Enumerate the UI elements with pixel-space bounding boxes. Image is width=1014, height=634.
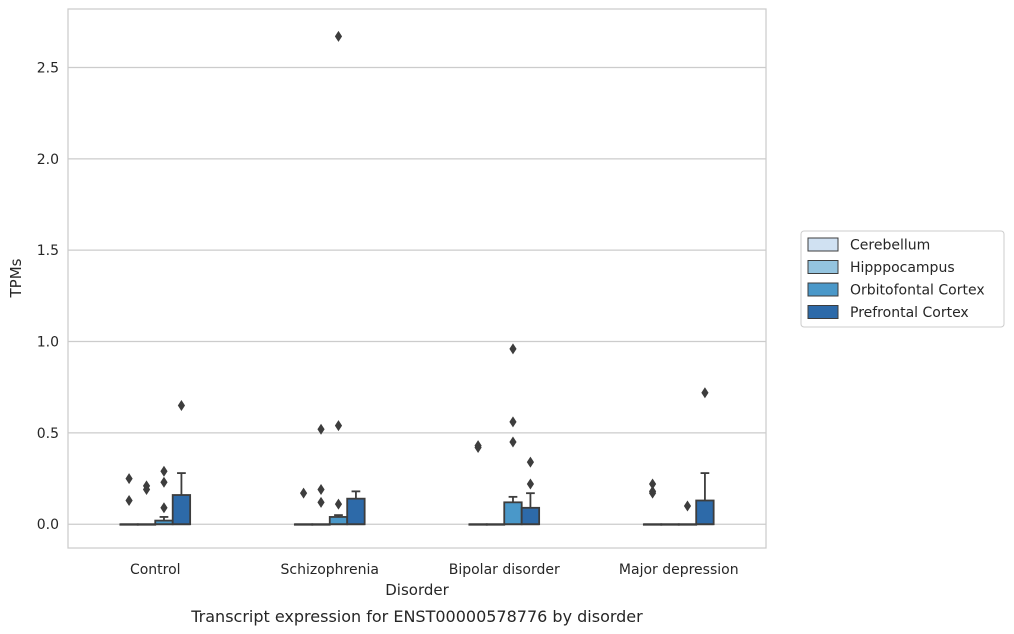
y-tick-label: 0.5	[37, 426, 59, 442]
legend-label: Cerebellum	[850, 238, 930, 254]
outlier-point	[125, 473, 133, 485]
outlier-point	[509, 343, 517, 355]
outlier-point	[334, 30, 343, 42]
legend-swatch	[807, 305, 839, 319]
outlier-point	[160, 502, 168, 514]
y-axis-title: TPMs	[7, 258, 25, 298]
legend-swatch	[807, 260, 839, 274]
box-group	[346, 490, 366, 526]
grid-lines	[68, 66, 766, 525]
box	[171, 494, 192, 526]
legend: Cerebellum Hipppocampus Orbitofontal Corte…	[800, 230, 1005, 328]
box-group	[695, 387, 715, 526]
legend-swatch	[807, 282, 839, 297]
outlier-point	[317, 484, 325, 496]
x-tick-label: Bipolar disorder	[449, 562, 560, 578]
outlier-point	[648, 485, 657, 497]
outlier-point	[299, 487, 308, 499]
y-tick-label: 2.0	[37, 152, 59, 168]
outlier-point	[683, 500, 692, 512]
outlier-point	[160, 465, 168, 477]
legend-swatch	[807, 237, 839, 252]
box-group	[660, 523, 680, 526]
outlier-point	[142, 484, 151, 496]
box-group	[293, 487, 314, 526]
legend-label: Hipppocampus	[850, 260, 955, 276]
outlier-point	[317, 496, 325, 508]
box-group	[171, 399, 192, 526]
box-group	[642, 478, 663, 526]
box	[520, 506, 541, 526]
x-axis-title: Disorder	[385, 581, 449, 599]
plot-frame	[67, 8, 767, 549]
legend-frame	[800, 230, 1005, 328]
chart-caption: Transcript expression for ENST0000057877…	[190, 607, 643, 626]
box-group	[311, 423, 331, 526]
outlier-point	[334, 498, 343, 510]
legend-label: Orbitofontal Cortex	[850, 283, 985, 299]
y-tick-label: 1.0	[37, 335, 59, 351]
y-tick-label: 1.5	[37, 243, 59, 259]
x-tick-label: Major depression	[619, 562, 739, 578]
box-group	[154, 465, 174, 526]
outlier-point	[160, 476, 168, 488]
outlier-point	[334, 420, 343, 432]
box-group	[520, 456, 541, 526]
outlier-point	[509, 436, 517, 448]
box-group	[119, 473, 139, 526]
x-tick-label: Schizophrenia	[281, 562, 379, 578]
outlier-point	[526, 478, 535, 490]
y-tick-label: 0.0	[37, 517, 59, 533]
outlier-point	[177, 399, 186, 411]
outlier-point	[509, 416, 517, 428]
box-group	[328, 30, 349, 526]
y-tick-label: 2.5	[37, 60, 59, 76]
outlier-point	[125, 494, 133, 506]
outlier-point	[474, 442, 482, 454]
box	[503, 501, 523, 526]
outlier-point	[648, 478, 657, 490]
box	[328, 516, 349, 526]
box-group	[677, 500, 698, 526]
outlier-point	[526, 456, 535, 468]
x-tick-label: Control	[130, 562, 181, 578]
box-group	[503, 343, 523, 526]
outlier-point	[701, 387, 709, 399]
box	[695, 499, 715, 526]
box-group	[136, 480, 157, 526]
box	[346, 497, 366, 526]
outlier-point	[317, 423, 325, 435]
box-group	[485, 523, 506, 526]
legend-label: Prefrontal Cortex	[850, 305, 969, 321]
x-axis-ticks: Control Schizophrenia Bipolar disorder Majo…	[130, 562, 739, 578]
y-axis-ticks: 0.0 0.5 1.0 1.5 2.0 2.5	[37, 60, 59, 533]
box-groups	[119, 30, 715, 526]
box-group	[468, 440, 488, 526]
